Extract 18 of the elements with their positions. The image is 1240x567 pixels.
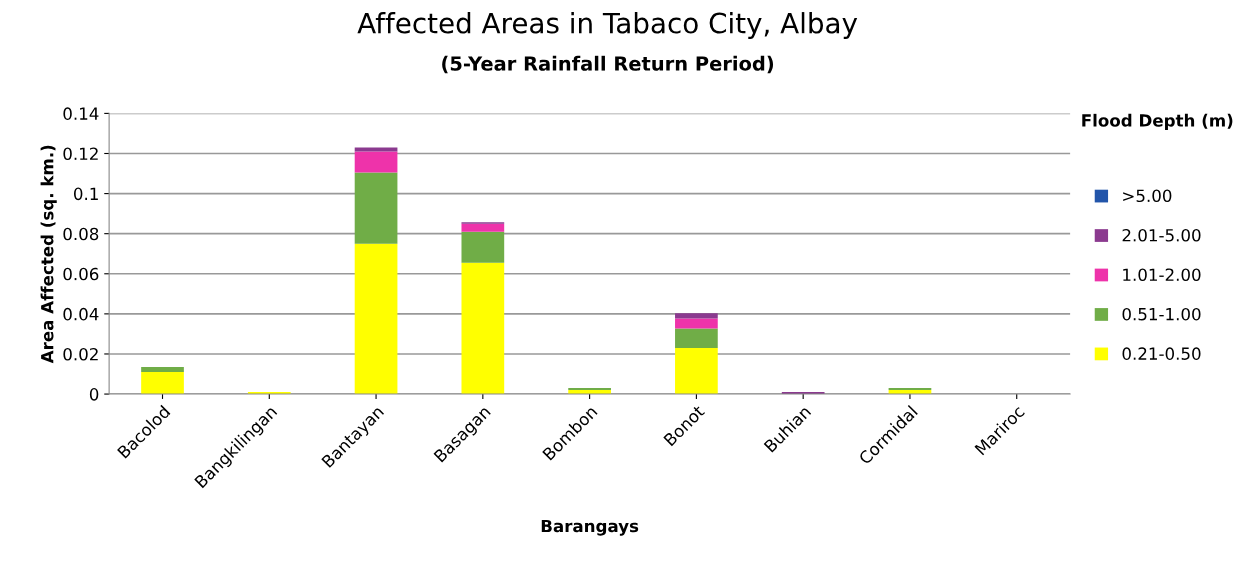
- legend-label: 2.01-5.00: [1122, 228, 1201, 242]
- legend-label: 0.21-0.50: [1122, 347, 1201, 360]
- y-tick-label: 0.02: [63, 347, 98, 361]
- chart-title: Affected Areas in Tabaco City, Albay: [357, 12, 858, 39]
- legend-label: 1.01-2.00: [1123, 268, 1201, 282]
- x-axis-title: Barangays: [541, 519, 639, 536]
- legend-label: >5.00: [1123, 189, 1172, 203]
- y-tick-label: 0.1: [73, 187, 98, 201]
- y-tick-label: 0.06: [63, 267, 99, 281]
- y-tick-label: 0.08: [63, 227, 99, 241]
- legend-label: 0.51-1.00: [1122, 307, 1201, 321]
- y-tick-label: 0: [89, 388, 99, 401]
- legend-title: Flood Depth (m): [1082, 113, 1233, 130]
- y-tick-label: 0.14: [63, 107, 99, 120]
- y-tick-label: 0.12: [63, 147, 98, 161]
- y-tick-label: 0.04: [63, 307, 99, 321]
- chart-subtitle: (5-Year Rainfall Return Period): [442, 55, 774, 74]
- y-axis-title: Area Affected (sq. km.): [40, 145, 57, 364]
